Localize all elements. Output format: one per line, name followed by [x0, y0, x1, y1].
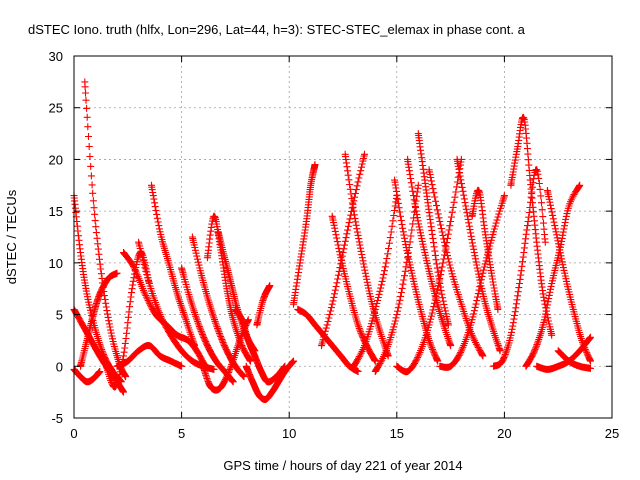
series-markers — [242, 357, 297, 403]
y-tick-label: 10 — [49, 256, 63, 271]
x-tick-label: 0 — [70, 426, 77, 441]
series-markers — [135, 238, 218, 373]
x-tick-label: 5 — [178, 426, 185, 441]
series-17 — [253, 282, 274, 329]
series-markers — [113, 342, 186, 370]
series-33 — [490, 166, 549, 370]
series-markers — [350, 192, 401, 370]
series-markers — [341, 150, 392, 360]
x-tick-label: 15 — [390, 426, 404, 441]
series-markers — [490, 166, 549, 370]
y-tick-label: 25 — [49, 101, 63, 116]
series-20 — [318, 150, 368, 350]
x-tick-label: 25 — [605, 426, 619, 441]
x-axis-label: GPS time / hours of day 221 of year 2014 — [223, 458, 462, 473]
axis-ticks — [73, 55, 613, 419]
series-16 — [242, 357, 297, 403]
y-tick-label: -5 — [51, 411, 63, 426]
series-30 — [436, 192, 508, 371]
series-markers — [70, 365, 104, 386]
series-markers — [436, 192, 508, 371]
series-32 — [468, 186, 502, 313]
series-36 — [543, 187, 594, 365]
y-axis-label: dSTEC / TECUs — [4, 189, 19, 284]
series-29 — [425, 166, 487, 360]
series-38 — [554, 347, 594, 372]
series-markers — [393, 155, 465, 376]
series-4 — [77, 269, 121, 370]
series-markers — [554, 347, 594, 372]
series-markers — [453, 155, 504, 355]
series-markers — [543, 187, 594, 365]
series-3 — [70, 365, 104, 386]
series-markers — [77, 269, 121, 370]
x-tick-labels: 0 5 10 15 20 25 — [70, 426, 619, 441]
series-markers — [391, 176, 442, 365]
series-markers — [468, 186, 502, 313]
y-tick-label: 15 — [49, 204, 63, 219]
y-tick-label: 5 — [56, 308, 63, 323]
series-22 — [341, 150, 392, 360]
y-tick-labels: -5 0 5 10 15 20 25 30 — [49, 49, 63, 426]
plot-frame — [73, 55, 613, 419]
data-points — [70, 78, 594, 403]
series-markers — [253, 282, 274, 329]
series-markers — [231, 305, 289, 386]
y-tick-label: 20 — [49, 152, 63, 167]
chart-title: dSTEC Iono. truth (hlfx, Lon=296, Lat=44… — [28, 22, 526, 37]
series-35 — [522, 181, 584, 370]
y-tick-label: 30 — [49, 49, 63, 64]
series-15 — [231, 305, 289, 386]
series-markers — [290, 161, 319, 308]
series-markers — [148, 181, 198, 350]
series-markers — [522, 181, 584, 370]
series-25 — [391, 176, 442, 365]
y-tick-label: 0 — [56, 359, 63, 374]
series-18 — [290, 161, 319, 308]
series-23 — [350, 192, 401, 370]
x-tick-label: 20 — [497, 426, 511, 441]
series-markers — [425, 166, 487, 360]
series-27 — [393, 155, 465, 376]
series-markers — [414, 130, 452, 329]
series-7 — [135, 238, 218, 373]
series-31 — [453, 155, 504, 355]
x-tick-label: 10 — [282, 426, 296, 441]
series-8 — [148, 181, 198, 350]
series-9 — [113, 342, 186, 370]
series-28 — [414, 130, 452, 329]
series-markers — [318, 150, 368, 350]
